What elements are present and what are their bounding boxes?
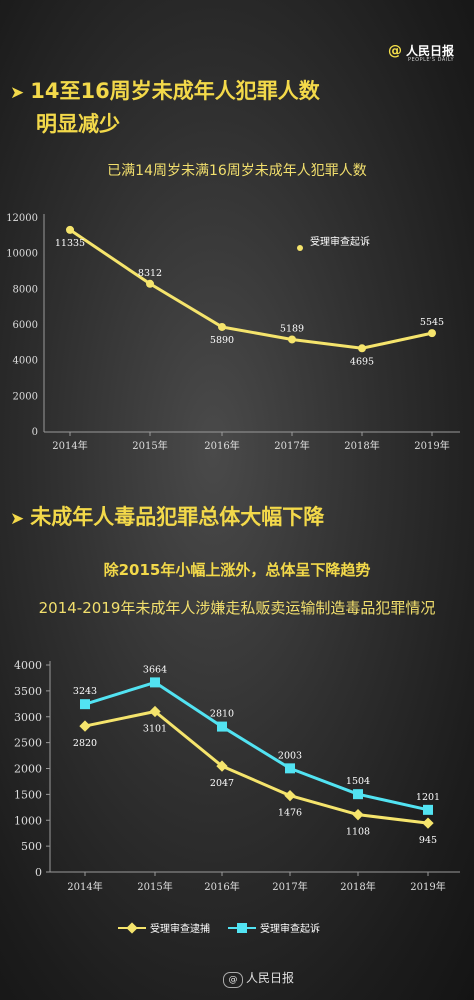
weibo-icon: @ bbox=[222, 972, 243, 988]
x-tick-label: 2015年 bbox=[137, 880, 172, 893]
data-label: 5545 bbox=[420, 317, 444, 328]
data-label: 2003 bbox=[278, 750, 302, 761]
data-label: 3243 bbox=[73, 686, 97, 697]
data-point bbox=[66, 225, 74, 234]
section2-heading-text: 未成年人毒品犯罪总体大幅下降 bbox=[30, 505, 325, 529]
data-point bbox=[428, 329, 436, 338]
data-point-square bbox=[217, 721, 227, 732]
x-tick-label: 2016年 bbox=[204, 880, 239, 893]
series-line-受理审查起诉 bbox=[84, 680, 429, 812]
y-tick-label: 1000 bbox=[14, 814, 42, 827]
y-tick-label: 12000 bbox=[6, 213, 38, 224]
logo-text: 人民日报 bbox=[405, 44, 454, 58]
data-label: 2047 bbox=[210, 778, 234, 789]
chart1: 0 2000 4000 6000 8000 10000 12000 2014年 2015年 201… bbox=[6, 213, 460, 452]
y-tick-label: 2500 bbox=[14, 737, 42, 750]
chart2-title: 2014-2019年未成年人涉嫌走私贩卖运输制造毒品犯罪情况 bbox=[38, 599, 436, 617]
y-tick-label: 1500 bbox=[14, 788, 42, 801]
logo-subtext: PEOPLE'S DAILY bbox=[407, 57, 454, 63]
legend-marker bbox=[297, 245, 303, 251]
section1-heading-line2: 明显减少 bbox=[36, 112, 120, 136]
triangle-bullet-icon: ➤ bbox=[10, 83, 25, 103]
legend-marker bbox=[126, 922, 138, 934]
data-point-diamond bbox=[284, 789, 296, 802]
y-tick-label: 4000 bbox=[14, 659, 42, 672]
series-line-受理审查逮捕 bbox=[84, 710, 429, 825]
x-tick-label: 2018年 bbox=[344, 439, 379, 452]
data-point-diamond bbox=[149, 705, 161, 718]
y-tick-label: 8000 bbox=[13, 284, 38, 295]
legend-marker bbox=[237, 923, 247, 933]
data-point-square bbox=[353, 789, 363, 800]
data-label: 1108 bbox=[346, 827, 370, 838]
data-label: 8312 bbox=[138, 268, 162, 279]
y-tick-label: 3000 bbox=[14, 711, 42, 724]
y-tick-label: 0 bbox=[35, 866, 42, 879]
data-label: 1476 bbox=[278, 808, 302, 819]
data-point-diamond bbox=[352, 809, 364, 821]
data-label: 5890 bbox=[210, 335, 234, 346]
data-point-square bbox=[285, 763, 295, 774]
data-label: 2810 bbox=[210, 709, 234, 720]
section1-heading-line1: 14至16周岁未成年人犯罪人数 bbox=[30, 79, 320, 103]
data-label: 2820 bbox=[73, 738, 97, 749]
data-label: 3101 bbox=[143, 724, 167, 735]
footer-text: 人民日报 bbox=[245, 971, 294, 985]
data-label: 1201 bbox=[416, 792, 440, 803]
data-point-square bbox=[150, 677, 160, 688]
legend-label: 受理审查逮捕 bbox=[150, 922, 210, 935]
data-label: 11335 bbox=[55, 238, 85, 249]
section1-heading: ➤ 14至16周岁未成年人犯罪人数 bbox=[10, 76, 320, 108]
x-tick-label: 2015年 bbox=[132, 439, 167, 452]
y-tick-label: 6000 bbox=[13, 320, 38, 331]
chart1-title: 已满14周岁未满16周岁未成年人犯罪人数 bbox=[107, 163, 367, 179]
data-label: 4695 bbox=[350, 356, 374, 367]
section2-heading: ➤ 未成年人毒品犯罪总体大幅下降 bbox=[10, 502, 324, 534]
y-tick-label: 0 bbox=[32, 427, 38, 438]
at-logo-icon: @ bbox=[387, 42, 402, 59]
x-tick-label: 2019年 bbox=[410, 880, 445, 893]
x-tick-label: 2014年 bbox=[67, 880, 102, 893]
data-label: 5189 bbox=[280, 323, 304, 334]
chart2: 0 500 1000 1500 2000 2500 3000 3500 4000 2014年 201… bbox=[14, 659, 460, 935]
x-tick-label: 2016年 bbox=[204, 439, 239, 452]
data-point bbox=[146, 279, 154, 288]
data-point bbox=[218, 322, 226, 331]
data-point-diamond bbox=[79, 720, 91, 732]
y-tick-label: 2000 bbox=[14, 763, 42, 776]
data-point-square bbox=[423, 804, 433, 815]
weibo-footer: @ 人民日报 bbox=[222, 969, 294, 988]
triangle-bullet-icon: ➤ bbox=[10, 509, 25, 529]
data-point-diamond bbox=[422, 817, 434, 829]
y-tick-label: 10000 bbox=[6, 249, 38, 260]
x-tick-label: 2014年 bbox=[52, 439, 87, 452]
data-point bbox=[288, 335, 296, 344]
y-tick-label: 2000 bbox=[13, 391, 38, 402]
series-line-受理审查起诉 bbox=[69, 228, 433, 350]
data-label: 3664 bbox=[143, 664, 167, 675]
x-tick-label: 2017年 bbox=[274, 439, 309, 452]
x-tick-label: 2018年 bbox=[340, 880, 375, 893]
data-label: 945 bbox=[419, 835, 437, 846]
y-tick-label: 3500 bbox=[14, 685, 42, 698]
data-label: 1504 bbox=[346, 776, 370, 787]
data-point-square bbox=[80, 699, 90, 710]
x-tick-label: 2017年 bbox=[272, 880, 307, 893]
legend-label: 受理审查起诉 bbox=[260, 922, 320, 935]
data-point bbox=[358, 344, 366, 353]
section2-subtitle: 除2015年小幅上涨外，总体呈下降趋势 bbox=[103, 561, 371, 579]
legend-label: 受理审查起诉 bbox=[310, 235, 370, 248]
y-tick-label: 500 bbox=[21, 840, 42, 853]
x-tick-label: 2019年 bbox=[414, 439, 449, 452]
people-daily-logo: @ 人民日报 PEOPLE'S DAILY bbox=[387, 42, 454, 64]
y-tick-label: 4000 bbox=[13, 356, 38, 367]
